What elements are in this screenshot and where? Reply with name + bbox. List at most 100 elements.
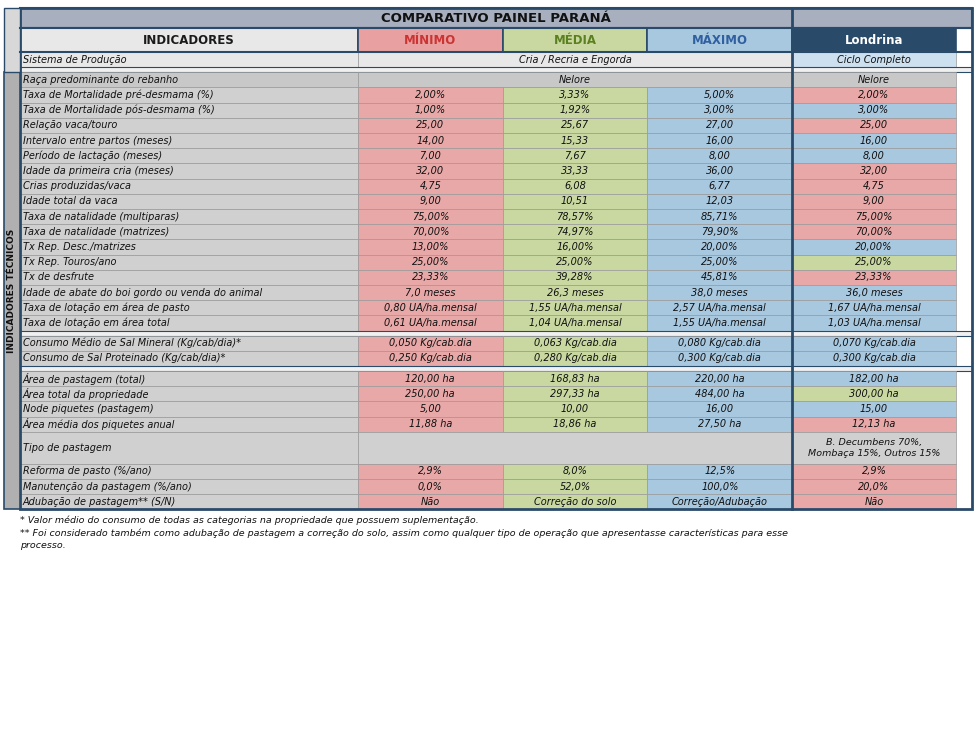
- Bar: [647, 28, 793, 52]
- Text: 2,00%: 2,00%: [858, 90, 889, 100]
- Bar: [20, 163, 358, 179]
- Bar: [647, 209, 793, 224]
- Text: B. Decumbens 70%,
Mombaça 15%, Outros 15%: B. Decumbens 70%, Mombaça 15%, Outros 15…: [808, 438, 940, 458]
- Text: 484,00 ha: 484,00 ha: [695, 389, 745, 399]
- Text: 36,0 meses: 36,0 meses: [845, 288, 903, 297]
- Text: Consumo de Sal Proteinado (Kg/cab/dia)*: Consumo de Sal Proteinado (Kg/cab/dia)*: [23, 354, 225, 363]
- Text: 52,0%: 52,0%: [559, 482, 590, 492]
- Text: Não: Não: [865, 497, 883, 507]
- Text: 2,9%: 2,9%: [418, 466, 443, 477]
- Bar: [793, 479, 956, 494]
- Text: Relação vaca/touro: Relação vaca/touro: [23, 120, 117, 131]
- Bar: [793, 72, 956, 87]
- Bar: [647, 285, 793, 300]
- Text: 0,050 Kg/cab.dia: 0,050 Kg/cab.dia: [388, 338, 471, 348]
- Text: 1,03 UA/ha.mensal: 1,03 UA/ha.mensal: [828, 318, 920, 328]
- Text: 9,00: 9,00: [420, 196, 441, 207]
- Bar: [358, 416, 503, 432]
- Bar: [503, 28, 647, 52]
- Text: Período de lactação (meses): Período de lactação (meses): [23, 151, 162, 161]
- Text: Taxa de lotação em área de pasto: Taxa de lotação em área de pasto: [23, 303, 189, 313]
- Text: 12,13 ha: 12,13 ha: [852, 419, 896, 430]
- Bar: [358, 239, 503, 255]
- Bar: [358, 255, 503, 270]
- Text: 20,00%: 20,00%: [855, 242, 893, 252]
- Text: 70,00%: 70,00%: [412, 227, 449, 237]
- Text: 27,00: 27,00: [706, 120, 734, 131]
- Bar: [358, 179, 503, 194]
- Text: Taxa de natalidade (matrizes): Taxa de natalidade (matrizes): [23, 227, 169, 237]
- Bar: [503, 300, 647, 315]
- Bar: [647, 463, 793, 479]
- Bar: [503, 479, 647, 494]
- Bar: [358, 371, 503, 386]
- Bar: [358, 118, 503, 133]
- Text: 7,0 meses: 7,0 meses: [405, 288, 456, 297]
- Bar: [503, 87, 647, 103]
- Text: 250,00 ha: 250,00 ha: [405, 389, 455, 399]
- Bar: [503, 270, 647, 285]
- Text: 45,81%: 45,81%: [701, 272, 739, 283]
- Text: COMPARATIVO PAINEL PARANÁ: COMPARATIVO PAINEL PARANÁ: [381, 12, 611, 24]
- Text: 11,88 ha: 11,88 ha: [409, 419, 452, 430]
- Text: 8,00: 8,00: [709, 151, 731, 161]
- Bar: [647, 255, 793, 270]
- Text: 182,00 ha: 182,00 ha: [849, 373, 899, 384]
- Text: 8,0%: 8,0%: [562, 466, 588, 477]
- Bar: [793, 118, 956, 133]
- Text: 78,57%: 78,57%: [556, 212, 593, 221]
- Bar: [20, 67, 972, 72]
- Text: 13,00%: 13,00%: [412, 242, 449, 252]
- Text: Nelore: Nelore: [858, 75, 890, 85]
- Bar: [793, 87, 956, 103]
- Bar: [358, 300, 503, 315]
- Text: Crias produzidas/vaca: Crias produzidas/vaca: [23, 182, 131, 191]
- Text: 0,070 Kg/cab.dia: 0,070 Kg/cab.dia: [833, 338, 915, 348]
- Bar: [358, 315, 503, 331]
- Text: 1,55 UA/ha.mensal: 1,55 UA/ha.mensal: [529, 303, 622, 313]
- Text: 33,33: 33,33: [561, 166, 590, 176]
- Bar: [20, 336, 358, 351]
- Text: 10,51: 10,51: [561, 196, 590, 207]
- Bar: [358, 52, 793, 67]
- Bar: [358, 432, 793, 463]
- Text: INDICADORES TÉCNICOS: INDICADORES TÉCNICOS: [8, 229, 17, 353]
- Bar: [793, 494, 956, 509]
- Bar: [793, 416, 956, 432]
- Bar: [647, 315, 793, 331]
- Text: ** Foi considerado também como adubação de pastagem a correção do solo, assim co: ** Foi considerado também como adubação …: [20, 528, 788, 538]
- Bar: [647, 163, 793, 179]
- Bar: [503, 103, 647, 118]
- Bar: [503, 494, 647, 509]
- Bar: [358, 336, 503, 351]
- Bar: [358, 224, 503, 239]
- Bar: [647, 479, 793, 494]
- Text: Taxa de Mortalidade pós-desmama (%): Taxa de Mortalidade pós-desmama (%): [23, 105, 215, 115]
- Bar: [793, 401, 956, 416]
- Text: 120,00 ha: 120,00 ha: [405, 373, 455, 384]
- Bar: [647, 416, 793, 432]
- Bar: [793, 351, 956, 366]
- Text: Adubação de pastagem** (S/N): Adubação de pastagem** (S/N): [23, 497, 177, 507]
- Bar: [647, 336, 793, 351]
- Bar: [20, 463, 358, 479]
- Bar: [503, 224, 647, 239]
- Text: 12,03: 12,03: [706, 196, 734, 207]
- Text: processo.: processo.: [20, 542, 65, 551]
- Text: Raça predominante do rebanho: Raça predominante do rebanho: [23, 75, 179, 85]
- Text: MÁXIMO: MÁXIMO: [692, 33, 748, 46]
- Bar: [20, 28, 358, 52]
- Bar: [793, 285, 956, 300]
- Text: 10,00: 10,00: [561, 404, 590, 414]
- Text: Taxa de lotação em área total: Taxa de lotação em área total: [23, 318, 170, 328]
- Bar: [358, 285, 503, 300]
- Bar: [793, 371, 956, 386]
- Text: 32,00: 32,00: [860, 166, 888, 176]
- Bar: [20, 351, 358, 366]
- Bar: [793, 163, 956, 179]
- Bar: [503, 336, 647, 351]
- Text: 7,00: 7,00: [420, 151, 441, 161]
- Bar: [20, 386, 358, 401]
- Bar: [793, 28, 956, 52]
- Bar: [793, 300, 956, 315]
